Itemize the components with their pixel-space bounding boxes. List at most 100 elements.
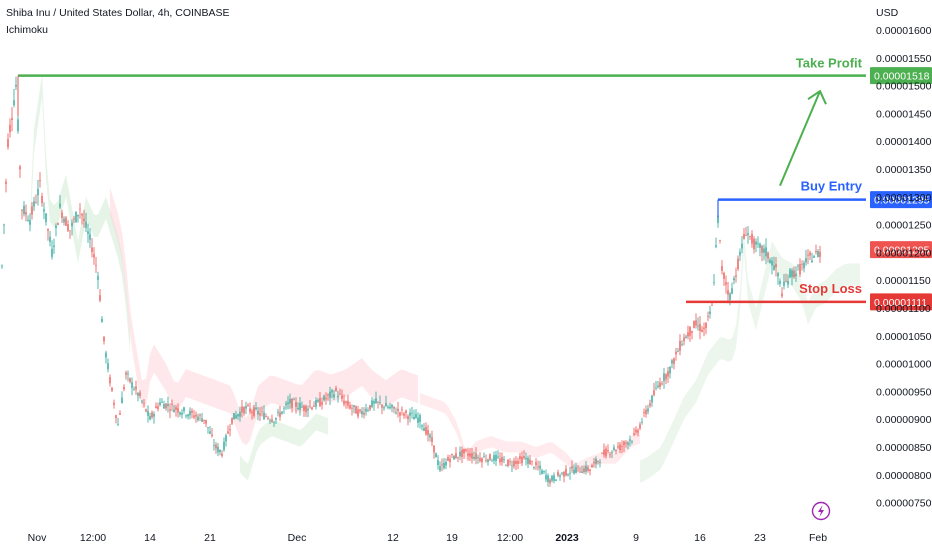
candle-body (107, 363, 109, 370)
candle-body (637, 430, 639, 433)
candle-body (357, 409, 359, 417)
candle-body (289, 399, 291, 404)
candle-body (335, 387, 337, 391)
candle-body (89, 234, 91, 240)
candle-body (369, 405, 371, 410)
candle-body (117, 424, 119, 426)
candle-body (273, 421, 275, 423)
candle-body (625, 442, 627, 444)
candle-body (63, 218, 65, 223)
candle-body (45, 213, 47, 222)
candle-body (517, 460, 519, 464)
indicator-label: Ichimoku (6, 24, 49, 36)
candle-body (447, 457, 449, 461)
candle-body (437, 460, 439, 465)
candle-body (215, 444, 217, 449)
candle-body (15, 84, 17, 87)
candle-body (471, 453, 473, 459)
candle-body (445, 461, 447, 466)
candle-body (667, 371, 669, 377)
candle-body (441, 464, 443, 466)
candle-body (511, 465, 513, 467)
x-tick-label: 23 (754, 532, 766, 544)
candle-body (545, 475, 547, 480)
candle-body (79, 208, 81, 210)
candle-body (261, 411, 263, 413)
candle-body (319, 398, 321, 407)
candle-body (551, 475, 553, 481)
candle-body (589, 469, 591, 471)
candle-body (707, 316, 709, 318)
candle-body (181, 412, 183, 415)
candle-body (463, 448, 465, 454)
candle-body (649, 403, 651, 406)
candle-body (461, 449, 463, 457)
candle-body (489, 454, 491, 460)
candle-body (573, 469, 575, 474)
candle-body (537, 466, 539, 468)
candle-body (377, 401, 379, 403)
candle-body (169, 409, 171, 411)
candle-body (565, 468, 567, 476)
candle-body (423, 428, 425, 431)
y-tick-label: 0.00001150 (876, 275, 931, 287)
candle-body (485, 460, 487, 461)
candle-body (145, 409, 147, 412)
candle-body (31, 206, 33, 215)
candle-body (389, 406, 391, 409)
candle-body (587, 467, 589, 471)
candle-body (361, 411, 363, 415)
candle-body (473, 456, 475, 459)
candle-body (171, 403, 173, 405)
candle-body (53, 245, 55, 248)
trade-levels: Take Profit 0.00001518 Buy Entry 0.00001295… (17, 56, 932, 311)
candle-body (83, 218, 85, 221)
candle-body (249, 408, 251, 412)
candle-body (813, 256, 815, 258)
candle-body (51, 248, 53, 257)
y-tick-label: 0.00001050 (876, 331, 932, 343)
candle-body (417, 417, 419, 423)
candle-body (193, 415, 195, 418)
y-tick-label: 0.00000950 (876, 386, 932, 398)
candle-body (531, 460, 533, 462)
y-tick-label: 0.00000750 (876, 498, 932, 510)
lightning-icon[interactable] (811, 501, 831, 521)
candle-body (161, 401, 163, 403)
candle-body (761, 245, 763, 253)
y-tick-label: 0.00001400 (876, 136, 932, 148)
candle-body (313, 405, 315, 407)
candle-body (535, 462, 537, 466)
candle-body (297, 408, 299, 410)
candle-body (697, 325, 699, 327)
candle-body (19, 166, 21, 170)
candle-body (231, 417, 233, 424)
candle-body (607, 450, 609, 452)
candle-body (677, 351, 679, 352)
y-tick-label: 0.00000900 (876, 414, 932, 426)
price-axis: 0.00001600 0.00001550 0.00001500 0.00001450… (876, 25, 932, 510)
x-tick-label: 21 (204, 532, 216, 544)
candle-body (569, 472, 571, 474)
candle-body (125, 372, 127, 375)
candle-body (789, 269, 791, 278)
candle-body (401, 409, 403, 410)
candle-body (247, 404, 249, 406)
candle-body (695, 320, 697, 326)
candle-body (153, 413, 155, 417)
candle-body (747, 233, 749, 236)
candle-body (299, 403, 301, 410)
candle-body (779, 280, 781, 284)
candle-body (29, 220, 31, 225)
candle-body (413, 416, 415, 420)
candle-body (563, 471, 565, 477)
candle-body (339, 393, 341, 395)
candle-body (521, 456, 523, 464)
candle-body (505, 465, 507, 467)
candle-body (499, 458, 501, 463)
candle-body (201, 418, 203, 422)
candle-body (647, 408, 649, 412)
candle-body (509, 461, 511, 463)
candle-body (315, 399, 317, 407)
